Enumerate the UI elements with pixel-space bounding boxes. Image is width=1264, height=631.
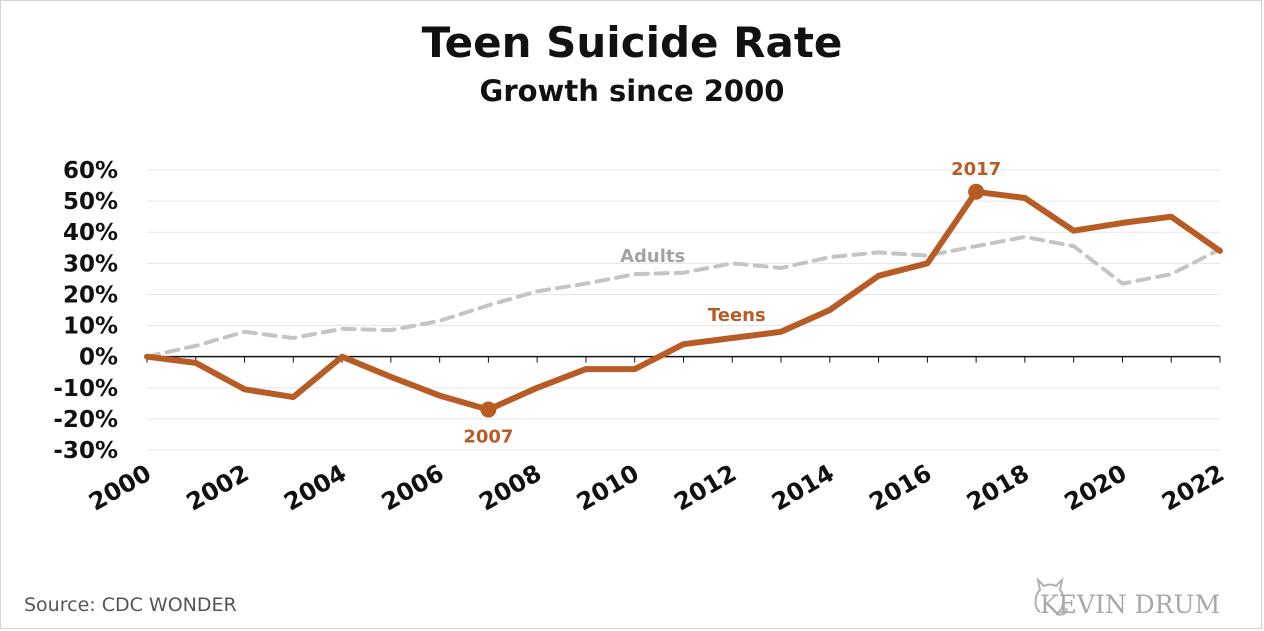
x-tick-label: 2002 <box>182 459 254 517</box>
y-tick-label: 10% <box>63 314 118 340</box>
annotation-label: 2017 <box>951 159 1001 180</box>
x-tick-label: 2018 <box>962 459 1034 517</box>
x-tick-label: 2008 <box>474 459 546 517</box>
series-line-adults <box>145 234 1222 359</box>
y-tick-label: -30% <box>53 438 118 464</box>
series-line-teens <box>144 188 1223 413</box>
chart-title: Teen Suicide Rate <box>421 18 843 67</box>
x-tick-label: 2004 <box>279 459 351 517</box>
series-label-adults: Adults <box>620 246 685 267</box>
x-tick-label: 2010 <box>572 459 644 517</box>
y-tick-label: -10% <box>53 376 118 402</box>
y-tick-label: 0% <box>79 345 118 371</box>
y-tick-label: 50% <box>63 189 118 215</box>
x-tick-label: 2006 <box>377 459 449 517</box>
annotation-label: 2007 <box>463 427 513 448</box>
x-tick-label: 2000 <box>84 459 156 517</box>
cat-logo-icon <box>1034 576 1068 616</box>
x-tick-label: 2016 <box>865 459 937 517</box>
y-tick-label: 20% <box>63 282 118 308</box>
x-tick-label: 2020 <box>1060 459 1132 517</box>
brand-logo: KEVIN DRUM <box>1040 590 1221 619</box>
source-note: Source: CDC WONDER <box>24 594 237 616</box>
series-label-teens: Teens <box>708 305 766 326</box>
y-tick-label: 30% <box>63 251 118 277</box>
y-tick-label: 40% <box>63 220 118 246</box>
annotation-marker <box>480 401 497 418</box>
x-tick-label: 2012 <box>669 459 741 517</box>
chart-subtitle: Growth since 2000 <box>479 74 785 108</box>
x-tick-label: 2022 <box>1157 459 1229 517</box>
x-tick-label: 2014 <box>767 459 839 517</box>
y-tick-label: -20% <box>53 407 118 433</box>
annotation-marker <box>968 183 985 200</box>
y-tick-label: 60% <box>63 158 118 184</box>
